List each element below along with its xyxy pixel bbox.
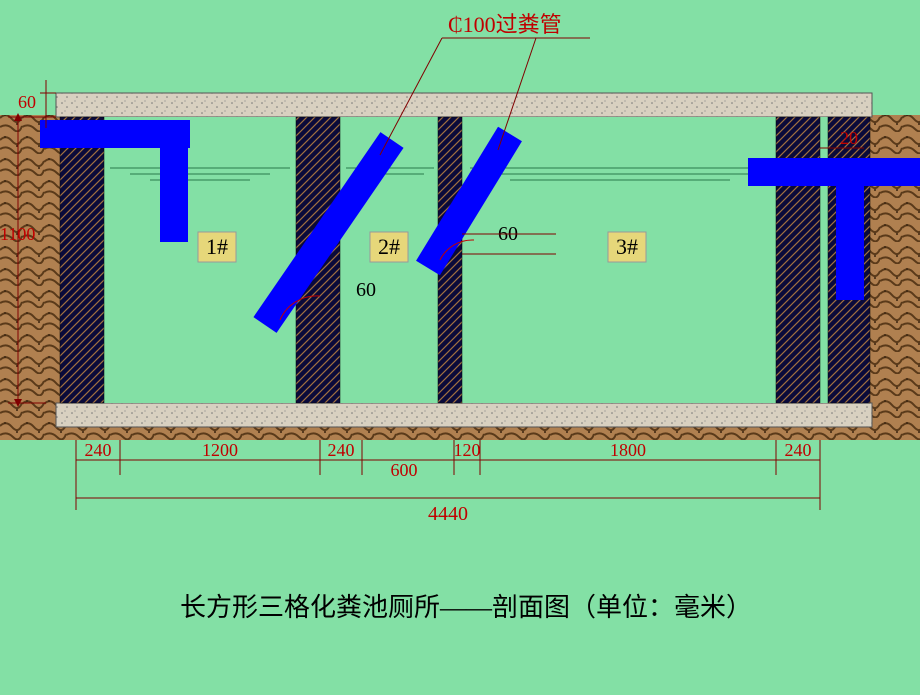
chamber-3-label: 3# xyxy=(616,234,638,259)
svg-text:240: 240 xyxy=(328,440,355,460)
ground-strip xyxy=(0,427,920,440)
svg-text:1200: 1200 xyxy=(202,440,238,460)
angle-label-1: 60 xyxy=(356,279,376,301)
svg-text:1800: 1800 xyxy=(610,440,646,460)
bottom-dims: 240 1200 240 600 120 1800 240 4440 xyxy=(76,440,820,525)
svg-text:20: 20 xyxy=(840,128,858,148)
svg-text:60: 60 xyxy=(18,92,36,112)
chamber-2-label: 2# xyxy=(378,234,400,259)
svg-text:120: 120 xyxy=(454,440,481,460)
soil-left xyxy=(0,115,60,440)
floor-slab xyxy=(56,403,872,427)
top-slab xyxy=(56,93,872,117)
diagram-title: 长方形三格化粪池厕所——剖面图（单位：毫米） xyxy=(180,593,752,622)
chamber-1-label: 1# xyxy=(206,234,228,259)
total-dim: 4440 xyxy=(428,503,468,525)
svg-text:240: 240 xyxy=(85,440,112,460)
diagram-canvas: 1# 2# 3# 60 60 ₵100过粪管 60 1100 20 xyxy=(0,0,920,690)
pipe-label: ₵100过粪管 xyxy=(448,12,562,37)
svg-text:1100: 1100 xyxy=(0,224,35,244)
svg-text:600: 600 xyxy=(391,460,418,480)
svg-text:240: 240 xyxy=(785,440,812,460)
